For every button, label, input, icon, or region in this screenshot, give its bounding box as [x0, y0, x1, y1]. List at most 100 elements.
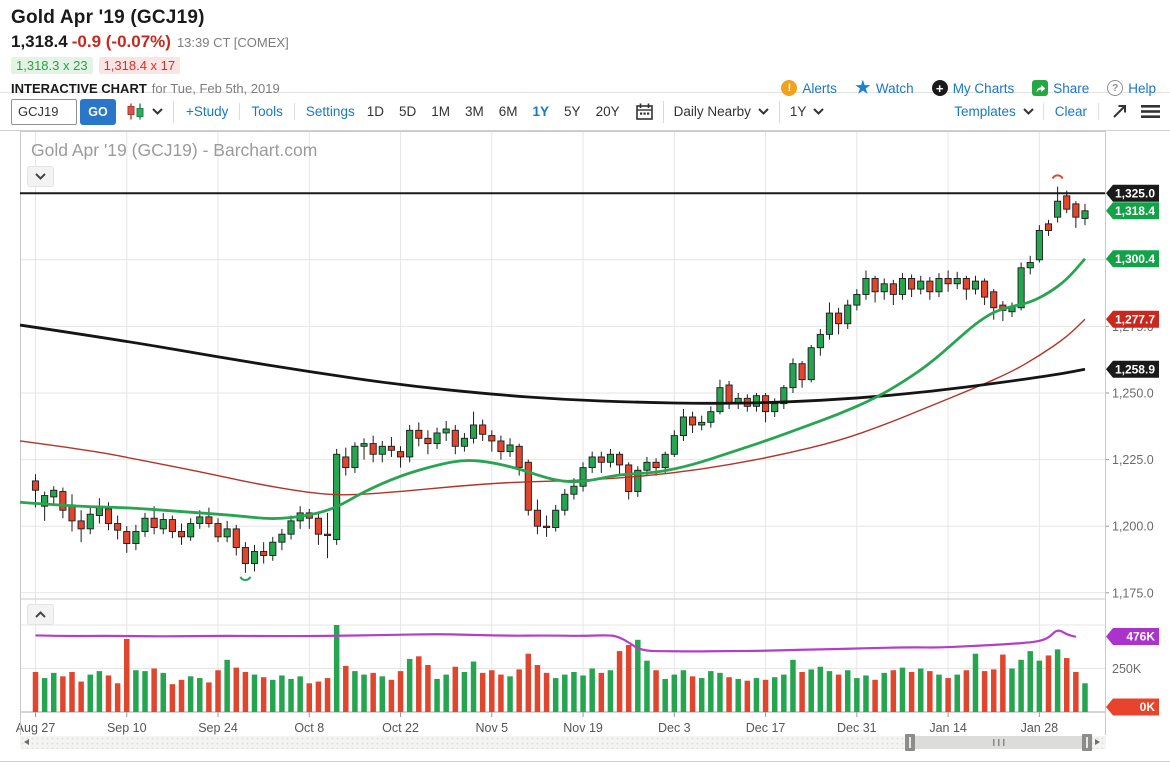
last-price: 1,318.4 [11, 32, 68, 51]
svg-text:Dec 17: Dec 17 [746, 721, 786, 735]
chevron-down-icon [1023, 108, 1034, 115]
svg-text:Jan 28: Jan 28 [1021, 721, 1059, 735]
period-dropdown[interactable]: 1Y [790, 104, 825, 119]
svg-text:476K: 476K [1126, 630, 1155, 644]
scrollbar-left-handle[interactable] [905, 734, 915, 751]
ask-badge: 1,318.4 x 17 [98, 57, 181, 74]
chevron-down-icon [35, 173, 46, 180]
help-link[interactable]: ? Help [1107, 80, 1156, 96]
quote-header: Gold Apr '19 (GCJ19) 1,318.4 -0.9 (-0.07%… [0, 0, 1170, 97]
range-button-1y[interactable]: 1Y [532, 104, 550, 119]
divider [662, 100, 664, 123]
range-button-6m[interactable]: 6M [498, 104, 518, 119]
range-buttons: 1D 5D 1M 3M 6M 1Y 5Y 20Y [367, 104, 620, 119]
range-button-5d[interactable]: 5D [398, 104, 417, 119]
svg-text:1,318.4: 1,318.4 [1115, 204, 1155, 218]
svg-text:Oct 8: Oct 8 [294, 721, 324, 735]
chart-watermark-title: Gold Apr '19 (GCJ19) - Barchart.com [31, 140, 317, 160]
svg-text:Sep 24: Sep 24 [198, 721, 238, 735]
divider [239, 103, 241, 120]
page-label: INTERACTIVE CHART [11, 80, 147, 96]
share-link[interactable]: Share [1032, 80, 1089, 96]
add-study-button[interactable]: +Study [186, 104, 229, 119]
svg-text:1,300.4: 1,300.4 [1115, 252, 1155, 266]
interactive-chart[interactable]: Aug 27 Sep 10 Sep 24 Oct 8 Oct 22 Nov 5 Nov 19… [0, 131, 1170, 762]
price-change: -0.9 (-0.07%) [71, 32, 171, 51]
gridlines: Aug 27 Sep 10 Sep 24 Oct 8 Oct 22 Nov 5 Nov 19… [16, 131, 1109, 735]
svg-text:Dec 3: Dec 3 [658, 721, 691, 735]
chevron-down-icon [152, 108, 163, 115]
svg-text:1,277.7: 1,277.7 [1115, 312, 1155, 326]
question-mark-icon: ? [1107, 80, 1124, 96]
alerts-link[interactable]: ! Alerts [781, 80, 837, 96]
divider [1098, 103, 1099, 120]
svg-text:Dec 31: Dec 31 [837, 721, 877, 735]
candlesticks [31, 186, 1089, 573]
red-moving-average-line [19, 318, 1086, 496]
my-charts-link[interactable]: + My Charts [931, 80, 1014, 96]
svg-text:0K: 0K [1140, 700, 1156, 714]
calendar-icon [635, 103, 653, 120]
green-moving-average-line [19, 257, 1087, 520]
frequency-dropdown[interactable]: Daily Nearby [674, 104, 769, 119]
page-title: Gold Apr '19 (GCJ19) [11, 7, 205, 28]
black-moving-average-line [19, 323, 1086, 405]
svg-text:Jan 14: Jan 14 [929, 721, 967, 735]
templates-dropdown[interactable]: Templates [954, 104, 1034, 119]
svg-text:Nov 5: Nov 5 [475, 721, 508, 735]
quote-time: 13:39 CT [COMEX] [176, 35, 289, 50]
volume-bars [32, 625, 1088, 712]
scrollbar-right-handle[interactable] [1082, 734, 1092, 751]
star-icon: ★ [855, 78, 871, 97]
tools-button[interactable]: Tools [251, 104, 283, 119]
go-button[interactable]: GO [80, 98, 116, 125]
svg-text:Sep 10: Sep 10 [107, 721, 147, 735]
chart-toolbar: GO +Study Tools Settings 1D 5D 1M 3M 6M 1Y 5Y 2… [0, 93, 1170, 131]
symbol-input[interactable] [11, 98, 77, 125]
svg-text:Oct 22: Oct 22 [382, 721, 419, 735]
alert-bell-icon: ! [781, 80, 798, 96]
svg-text:1,258.9: 1,258.9 [1115, 362, 1155, 376]
page-sublabel: for Tue, Feb 5th, 2019 [151, 80, 280, 96]
svg-text:Aug 27: Aug 27 [16, 721, 56, 735]
low-point-marker [239, 576, 252, 581]
expand-chart-button[interactable] [1112, 104, 1127, 119]
clear-button[interactable]: Clear [1054, 104, 1087, 119]
chart-menu-button[interactable] [1141, 104, 1160, 119]
hamburger-menu-icon [1141, 105, 1160, 118]
scroll-left-arrow-icon[interactable] [24, 739, 29, 745]
range-button-3m[interactable]: 3M [465, 104, 484, 119]
svg-text:1,225.0: 1,225.0 [1112, 453, 1154, 467]
scroll-right-arrow-icon[interactable] [1095, 739, 1100, 745]
divider [173, 100, 174, 123]
bid-badge: 1,318.3 x 23 [11, 57, 93, 74]
share-arrow-icon [1032, 80, 1049, 96]
chart-type-button[interactable] [126, 103, 163, 120]
plus-circle-icon: + [931, 80, 948, 96]
chevron-up-icon [35, 611, 46, 618]
open-interest-line [35, 629, 1077, 653]
range-button-1m[interactable]: 1M [431, 104, 450, 119]
svg-text:1,200.0: 1,200.0 [1112, 520, 1154, 534]
range-button-1d[interactable]: 1D [366, 104, 384, 119]
candlestick-icon [127, 103, 144, 120]
range-button-20y[interactable]: 20Y [595, 104, 620, 119]
svg-text:250K: 250K [1112, 662, 1142, 676]
volume-pane-collapse-button[interactable] [27, 604, 54, 625]
divider [778, 100, 780, 123]
svg-text:1,250.0: 1,250.0 [1112, 387, 1154, 401]
expand-arrow-icon [1113, 105, 1126, 118]
settings-button[interactable]: Settings [305, 104, 355, 119]
watch-link[interactable]: ★ Watch [855, 78, 914, 97]
calendar-button[interactable] [635, 103, 653, 120]
scrollbar-thumb[interactable] [905, 734, 1092, 751]
divider [293, 103, 295, 120]
price-pane-collapse-button[interactable] [27, 166, 54, 187]
chevron-down-icon [813, 108, 825, 115]
range-button-5y[interactable]: 5Y [564, 104, 581, 119]
chart-horizontal-scrollbar[interactable] [20, 734, 1106, 751]
axis-price-tags: 1,325.0 1,318.4 1,300.4 1,277.7 1,258.9 476K 0… [1106, 184, 1159, 716]
header-actions: ! Alerts ★ Watch + My Charts Share ? Help [781, 78, 1158, 97]
svg-text:1,175.0: 1,175.0 [1112, 586, 1154, 600]
price-chart-canvas[interactable]: Aug 27 Sep 10 Sep 24 Oct 8 Oct 22 Nov 5 Nov 19… [0, 131, 1170, 756]
